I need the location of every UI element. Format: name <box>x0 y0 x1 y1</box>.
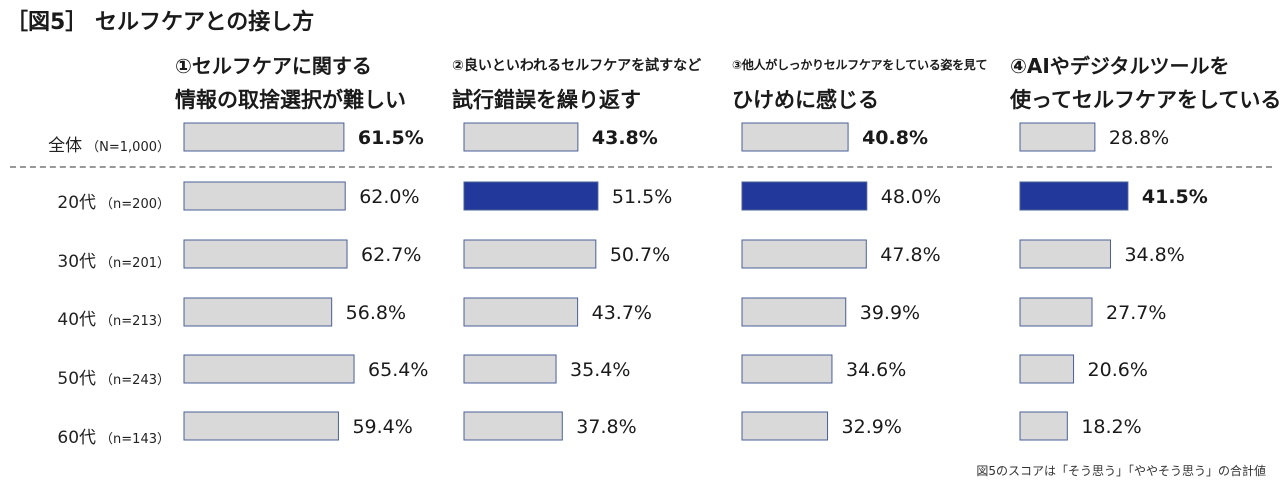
row-label-0: 全体 （N=1,000） <box>0 131 170 156</box>
value-label-s4-r4: 20.6% <box>1088 359 1148 381</box>
row-label-3-name: 40代 <box>57 310 97 330</box>
value-label-s1-r1: 62.0% <box>359 186 419 208</box>
bar-s2-r2 <box>463 239 597 269</box>
value-label-s2-r3: 43.7% <box>592 302 652 324</box>
value-label-s4-r1: 41.5% <box>1142 186 1208 208</box>
row-label-1: 20代 （n=200） <box>0 188 170 213</box>
figure-title: ［図5］ セルフケアとの接し方 <box>6 10 315 35</box>
value-label-s2-r4: 35.4% <box>570 359 630 381</box>
bar-s4-r4 <box>1019 354 1075 384</box>
value-label-s4-r3: 27.7% <box>1106 302 1166 324</box>
row-label-5: 60代 （n=143） <box>0 423 170 448</box>
row-label-4: 50代 （n=243） <box>0 364 170 389</box>
bar-s4-r3 <box>1019 297 1093 327</box>
value-label-s4-r0: 28.8% <box>1109 127 1169 149</box>
bar-s1-r3 <box>183 297 333 327</box>
column-header-2-line2: 試行錯誤を繰り返す <box>452 88 641 112</box>
bar-s3-r3 <box>741 297 847 327</box>
value-label-s1-r0: 61.5% <box>358 127 424 149</box>
value-label-s2-r1: 51.5% <box>612 186 672 208</box>
bar-s3-r4 <box>741 354 833 384</box>
row-label-3: 40代 （n=213） <box>0 305 170 330</box>
column-header-4: ④AIやデジタルツールを 使ってセルフケアをしている <box>1010 50 1280 120</box>
bar-s3-r2 <box>741 239 867 269</box>
row-label-5-name: 60代 <box>57 428 97 448</box>
column-header-4-line2: 使ってセルフケアをしている <box>1010 88 1280 112</box>
row-label-3-n: （n=213） <box>100 314 170 329</box>
column-header-3-line2: ひけめに感じる <box>732 88 879 112</box>
bar-s2-r1 <box>463 181 599 211</box>
value-label-s1-r2: 62.7% <box>361 244 421 266</box>
bar-s1-r2 <box>183 239 348 269</box>
bar-s1-r5 <box>183 411 339 441</box>
bar-s4-r0 <box>1019 122 1096 152</box>
bar-s1-r0 <box>183 122 345 152</box>
value-label-s1-r5: 59.4% <box>352 416 412 438</box>
value-label-s3-r3: 39.9% <box>860 302 920 324</box>
column-header-2: ②良いといわれるセルフケアを試すなど 試行錯誤を繰り返す <box>452 50 712 120</box>
bar-s2-r3 <box>463 297 579 327</box>
row-label-2: 30代 （n=201） <box>0 247 170 272</box>
row-label-0-n: （N=1,000） <box>86 140 170 155</box>
column-header-1-line1: ①セルフケアに関する <box>175 54 372 78</box>
row-label-1-name: 20代 <box>57 193 97 213</box>
footnote: 図5のスコアは「そう思う」「ややそう思う」の合計値 <box>976 464 1266 478</box>
column-header-4-line1: ④AIやデジタルツールを <box>1010 54 1230 78</box>
row-label-2-n: （n=201） <box>100 256 170 271</box>
value-label-s3-r2: 47.8% <box>880 244 940 266</box>
bar-s3-r5 <box>741 411 829 441</box>
value-label-s3-r4: 34.6% <box>846 359 906 381</box>
row-label-1-n: （n=200） <box>100 197 170 212</box>
bar-s4-r1 <box>1019 181 1129 211</box>
row-label-4-name: 50代 <box>57 369 97 389</box>
total-divider-line <box>10 166 1272 168</box>
row-label-5-n: （n=143） <box>100 432 170 447</box>
column-header-3-line1: ③他人がしっかりセルフケアをしている姿を見て <box>732 58 988 72</box>
value-label-s2-r0: 43.8% <box>592 127 658 149</box>
value-label-s3-r1: 48.0% <box>881 186 941 208</box>
column-header-3: ③他人がしっかりセルフケアをしている姿を見て ひけめに感じる <box>732 50 997 120</box>
value-label-s4-r5: 18.2% <box>1081 416 1141 438</box>
bar-s2-r0 <box>463 122 579 152</box>
bar-s3-r1 <box>741 181 868 211</box>
bar-s2-r5 <box>463 411 563 441</box>
row-label-4-n: （n=243） <box>100 373 170 388</box>
column-header-1-line2: 情報の取捨選択が難しい <box>175 88 406 112</box>
row-label-0-name: 全体 <box>48 136 83 156</box>
row-label-2-name: 30代 <box>57 252 97 272</box>
bar-s4-r2 <box>1019 239 1111 269</box>
value-label-s1-r4: 65.4% <box>368 359 428 381</box>
bar-s1-r4 <box>183 354 355 384</box>
column-header-1: ①セルフケアに関する 情報の取捨選択が難しい <box>175 50 425 120</box>
value-label-s2-r2: 50.7% <box>610 244 670 266</box>
bar-s3-r0 <box>741 122 849 152</box>
value-label-s3-r0: 40.8% <box>862 127 928 149</box>
value-label-s2-r5: 37.8% <box>576 416 636 438</box>
column-header-2-line1: ②良いといわれるセルフケアを試すなど <box>452 58 702 74</box>
bar-s1-r1 <box>183 181 346 211</box>
bar-s2-r4 <box>463 354 557 384</box>
value-label-s1-r3: 56.8% <box>346 302 406 324</box>
bar-s4-r5 <box>1019 411 1068 441</box>
value-label-s3-r5: 32.9% <box>842 416 902 438</box>
value-label-s4-r2: 34.8% <box>1124 244 1184 266</box>
